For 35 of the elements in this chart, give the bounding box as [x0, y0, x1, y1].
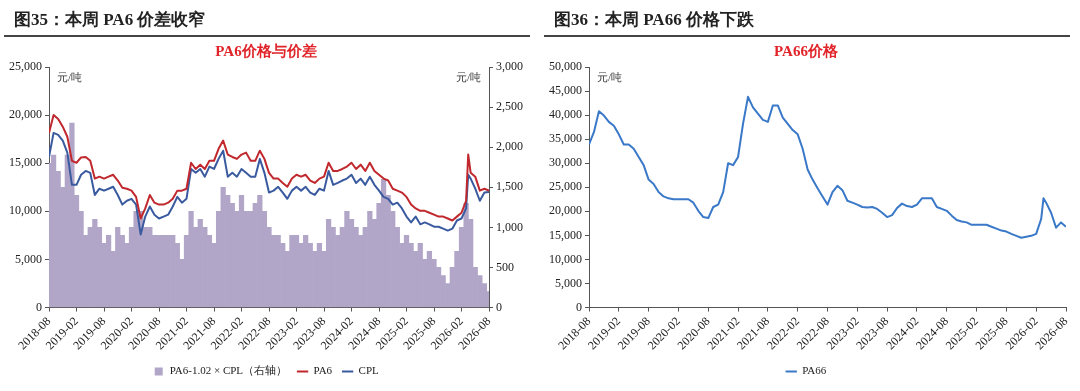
chart-title: 图35：本周 PA6 价差收窄: [4, 0, 530, 37]
y2-tick-label: 0: [496, 299, 502, 314]
y-tick-label: 35,000: [549, 131, 582, 146]
y-tick-label: 10,000: [549, 251, 582, 266]
y-axis-title: 元/吨: [57, 71, 83, 84]
y-tick-label: 0: [576, 299, 582, 314]
legend-label: PA66: [802, 364, 827, 377]
y-tick-label: 45,000: [549, 83, 582, 98]
chart-title: 图36：本周 PA66 价格下跌: [544, 0, 1070, 37]
legend-label: PA6: [313, 364, 333, 377]
y2-tick-label: 3,000: [496, 59, 523, 74]
y-axis-title: 元/吨: [597, 71, 623, 84]
legend-label: CPL: [358, 364, 380, 377]
y2-tick-label: 500: [496, 259, 514, 274]
y-tick-label: 25,000: [9, 59, 42, 74]
y-tick-label: 10,000: [9, 203, 42, 218]
y-tick-label: 25,000: [549, 179, 582, 194]
y-tick-label: 5,000: [15, 251, 42, 266]
y-tick-label: 0: [36, 299, 42, 314]
y2-tick-label: 2,000: [496, 139, 523, 154]
legend-label: PA6-1.02 × CPL（右轴）: [169, 364, 288, 377]
y-tick-label: 20,000: [9, 107, 42, 122]
y2-tick-label: 2,500: [496, 99, 523, 114]
y-tick-label: 15,000: [549, 227, 582, 242]
y2-tick-label: 1,000: [496, 219, 523, 234]
chart-subtitle: PA6价格与价差: [215, 42, 317, 59]
y-tick-label: 20,000: [549, 203, 582, 218]
y-tick-label: 50,000: [549, 59, 582, 74]
y-tick-label: 15,000: [9, 155, 42, 170]
y-tick-label: 40,000: [549, 107, 582, 122]
chart-subtitle: PA66价格: [774, 42, 839, 59]
y2-axis-title: 元/吨: [455, 71, 481, 84]
y-tick-label: 30,000: [549, 155, 582, 170]
y-tick-label: 5,000: [555, 275, 582, 290]
y2-tick-label: 1,500: [496, 179, 523, 194]
